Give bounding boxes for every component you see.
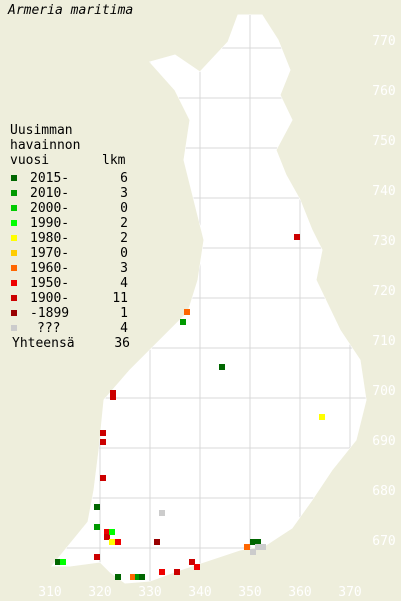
- legend-swatch: [11, 250, 17, 256]
- x-tick-label: 350: [238, 585, 261, 600]
- record: [60, 559, 66, 565]
- legend-label: 1950-: [30, 276, 69, 291]
- legend-count: 2: [120, 231, 128, 246]
- record: [180, 319, 186, 325]
- legend-swatch: [11, 220, 17, 226]
- legend-count: 2: [120, 216, 128, 231]
- record: [159, 510, 165, 516]
- record: [255, 544, 261, 550]
- y-tick-label: 720: [372, 284, 395, 299]
- y-tick-label: 690: [372, 434, 395, 449]
- legend-swatch: [11, 205, 17, 211]
- x-tick-label: 340: [188, 585, 211, 600]
- legend-label: ???: [37, 321, 60, 336]
- record: [135, 574, 141, 580]
- y-tick-label: 710: [372, 334, 395, 349]
- legend-count: 3: [120, 186, 128, 201]
- record: [174, 569, 180, 575]
- x-tick-label: 360: [288, 585, 311, 600]
- legend-swatch: [11, 175, 17, 181]
- legend-swatch: [11, 235, 17, 241]
- legend-swatch: [11, 325, 17, 331]
- legend-label: -1899: [30, 306, 69, 321]
- y-tick-label: 740: [372, 184, 395, 199]
- legend-header: vuosi: [10, 153, 49, 168]
- record: [104, 534, 110, 540]
- legend-swatch: [11, 280, 17, 286]
- record: [94, 504, 100, 510]
- record: [255, 539, 261, 545]
- legend-swatch: [11, 310, 17, 316]
- legend-label: 1970-: [30, 246, 69, 261]
- record: [109, 539, 115, 545]
- legend-count: 4: [120, 321, 128, 336]
- legend-swatch: [11, 265, 17, 271]
- record: [100, 430, 106, 436]
- legend-header: Uusimman: [10, 123, 73, 138]
- record: [55, 559, 61, 565]
- x-tick-label: 330: [138, 585, 161, 600]
- x-tick-label: 310: [38, 585, 61, 600]
- legend-count: 0: [120, 201, 128, 216]
- record: [294, 234, 300, 240]
- legend-count: 3: [120, 261, 128, 276]
- legend-label: 2015-: [30, 171, 69, 186]
- record: [94, 554, 100, 560]
- record: [260, 544, 266, 550]
- legend-swatch: [11, 190, 17, 196]
- record: [184, 309, 190, 315]
- record: [154, 539, 160, 545]
- y-tick-label: 670: [372, 534, 395, 549]
- legend-count: 4: [120, 276, 128, 291]
- y-tick-label: 760: [372, 84, 395, 99]
- record: [159, 569, 165, 575]
- legend-label: 1900-: [30, 291, 69, 306]
- legend-label: 1980-: [30, 231, 69, 246]
- record: [115, 574, 121, 580]
- title: Armeria maritima: [7, 3, 133, 18]
- record: [194, 564, 200, 570]
- record: [115, 539, 121, 545]
- legend-count: 11: [112, 291, 128, 306]
- record: [250, 549, 256, 555]
- record: [110, 390, 116, 396]
- legend-header: havainnon: [10, 138, 80, 153]
- x-tick-label: 320: [88, 585, 111, 600]
- record: [139, 574, 145, 580]
- legend-swatch: [11, 295, 17, 301]
- record: [250, 539, 256, 545]
- y-tick-label: 770: [372, 34, 395, 49]
- legend-count: 6: [120, 171, 128, 186]
- record: [100, 475, 106, 481]
- record: [189, 559, 195, 565]
- legend-label: 1990-: [30, 216, 69, 231]
- record: [110, 394, 116, 400]
- legend-count: 1: [120, 306, 128, 321]
- record: [100, 439, 106, 445]
- legend-count-header: lkm: [102, 153, 126, 168]
- legend-label: 1960-: [30, 261, 69, 276]
- total-value: 36: [114, 336, 130, 351]
- legend-label: 2000-: [30, 201, 69, 216]
- record: [109, 529, 115, 535]
- total-label: Yhteensä: [12, 336, 75, 351]
- y-tick-label: 680: [372, 484, 395, 499]
- legend-count: 0: [120, 246, 128, 261]
- y-tick-label: 700: [372, 384, 395, 399]
- record: [104, 529, 110, 535]
- record: [319, 414, 325, 420]
- record: [219, 364, 225, 370]
- legend-label: 2010-: [30, 186, 69, 201]
- record: [244, 544, 250, 550]
- x-tick-label: 370: [338, 585, 361, 600]
- record: [94, 524, 100, 530]
- y-tick-label: 750: [372, 134, 395, 149]
- y-tick-label: 730: [372, 234, 395, 249]
